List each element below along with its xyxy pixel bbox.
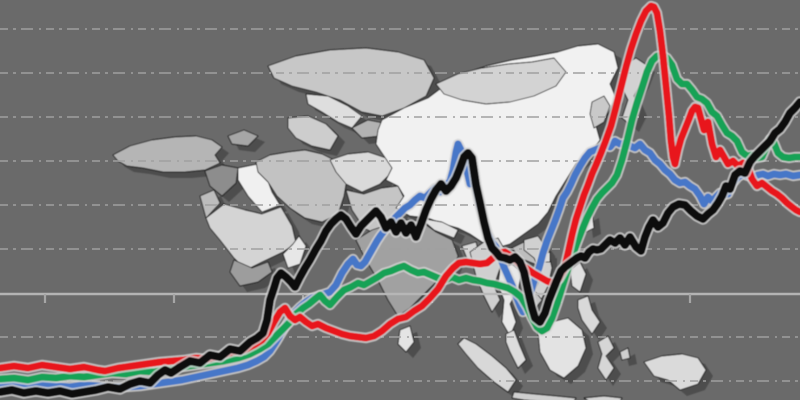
country-turkey	[112, 135, 223, 173]
black-line	[0, 98, 800, 398]
country-turkmenistan	[287, 115, 339, 151]
green-line	[0, 51, 800, 384]
country-kazakhstan	[267, 47, 435, 117]
country-korea	[589, 95, 611, 129]
country-sri-lanka	[397, 325, 415, 353]
country-nepal-bhutan	[419, 217, 459, 239]
country-mongolia	[435, 57, 567, 105]
country-lesser-sunda	[583, 395, 623, 400]
country-maluku	[619, 347, 631, 361]
country-sulawesi	[597, 335, 615, 381]
country-syria	[204, 164, 239, 197]
country-philippines-visayas	[577, 295, 601, 335]
country-borneo	[537, 317, 587, 379]
country-oman	[282, 235, 307, 269]
country-sumatra	[457, 337, 517, 393]
country-java	[511, 391, 577, 400]
country-yemen	[229, 259, 273, 287]
country-malay-peninsula	[505, 329, 527, 369]
country-caucasus	[227, 129, 259, 147]
